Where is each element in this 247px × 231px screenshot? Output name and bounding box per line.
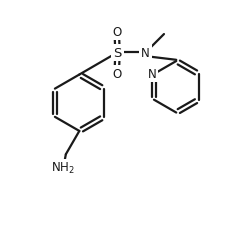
Text: S: S: [113, 47, 122, 60]
Text: NH$_2$: NH$_2$: [51, 161, 75, 176]
Text: O: O: [112, 26, 122, 39]
Text: N: N: [141, 47, 150, 60]
Text: N: N: [148, 68, 156, 81]
Text: O: O: [112, 67, 122, 80]
